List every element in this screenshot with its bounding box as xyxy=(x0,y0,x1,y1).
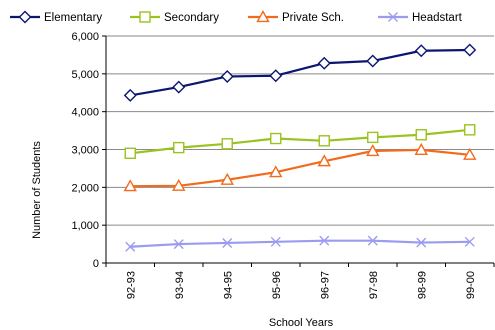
series-line xyxy=(130,239,470,248)
data-point xyxy=(319,235,330,246)
legend-label: Elementary xyxy=(44,12,102,24)
series-line xyxy=(130,148,470,188)
series-line xyxy=(130,48,470,97)
legend-item: Secondary xyxy=(130,11,219,24)
y-tick-label: 0 xyxy=(93,258,99,270)
legend: Elementary Secondary Private Sch. Headstart xyxy=(10,10,463,24)
data-point xyxy=(464,124,476,136)
legend-item: Elementary xyxy=(10,10,102,24)
data-point xyxy=(318,135,330,147)
y-tick-label: 5,000 xyxy=(71,69,99,81)
legend-label: Private Sch. xyxy=(282,12,344,24)
data-point xyxy=(416,237,427,248)
data-point xyxy=(220,69,234,83)
data-point xyxy=(414,44,428,58)
x-tick-label: 95-96 xyxy=(271,271,283,299)
data-point xyxy=(173,141,185,154)
data-point xyxy=(123,179,137,192)
data-point xyxy=(366,54,380,68)
x-tick-label: 98-99 xyxy=(416,271,428,299)
grid-lines xyxy=(106,35,494,226)
data-point xyxy=(123,88,137,102)
x-tick-label: 92-93 xyxy=(125,271,137,299)
series-headstart xyxy=(125,235,475,252)
data-point xyxy=(367,235,378,246)
x-tick-label: 93-94 xyxy=(174,271,186,299)
legend-marker xyxy=(18,10,32,24)
data-point xyxy=(317,154,331,167)
series-secondary xyxy=(124,124,476,159)
data-point xyxy=(317,56,331,70)
x-tick-labels: 92-93 93-94 94-95 95-96 96-97 97-98 98-99 99-00 xyxy=(125,271,477,299)
x-tick-label: 99-00 xyxy=(465,271,477,299)
x-axis-label: School Years xyxy=(269,317,334,329)
y-tick-labels: 0 1,000 2,000 3,000 4,000 5,000 6,000 xyxy=(71,31,99,270)
data-point xyxy=(463,43,477,57)
y-tick-label: 6,000 xyxy=(71,31,99,43)
legend-label: Headstart xyxy=(412,12,463,24)
x-tick-label: 94-95 xyxy=(222,271,234,299)
y-tick-label: 1,000 xyxy=(71,220,99,232)
data-point xyxy=(464,236,475,247)
data-point xyxy=(463,147,477,160)
data-point xyxy=(415,129,427,141)
data-point xyxy=(367,131,379,144)
series-elementary xyxy=(123,43,477,102)
data-point xyxy=(221,138,233,150)
y-axis-label: Number of Students xyxy=(31,141,43,239)
data-point xyxy=(125,241,136,252)
series-private-sch xyxy=(123,142,477,192)
legend-marker xyxy=(256,10,270,23)
x-tick-label: 97-98 xyxy=(368,271,380,299)
y-tick-label: 4,000 xyxy=(71,107,99,119)
series-group xyxy=(123,43,477,252)
data-point xyxy=(366,144,380,157)
data-point xyxy=(414,142,428,155)
legend-item: Private Sch. xyxy=(248,10,344,24)
data-point xyxy=(124,147,136,159)
series-line xyxy=(130,128,470,155)
data-point xyxy=(172,80,186,94)
data-point xyxy=(269,165,283,178)
data-point xyxy=(172,178,186,191)
legend-marker xyxy=(388,12,398,22)
data-point xyxy=(270,236,281,247)
legend-label: Secondary xyxy=(164,12,219,24)
legend-item: Headstart xyxy=(378,12,463,24)
axes xyxy=(102,35,495,267)
data-point xyxy=(220,172,234,185)
data-point xyxy=(269,69,283,83)
y-tick-label: 2,000 xyxy=(71,182,99,194)
data-point xyxy=(270,132,282,145)
x-tick-label: 96-97 xyxy=(319,271,331,299)
y-tick-label: 3,000 xyxy=(71,145,99,157)
data-point xyxy=(173,239,184,250)
data-point xyxy=(222,237,233,248)
legend-marker xyxy=(139,11,151,23)
